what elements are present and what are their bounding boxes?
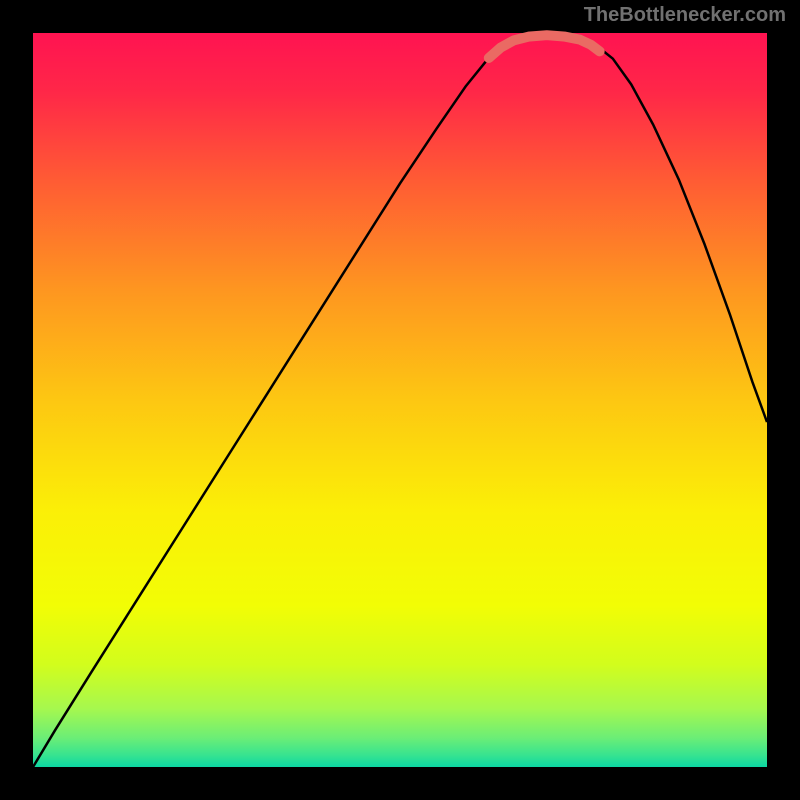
watermark: TheBottlenecker.com <box>584 4 786 27</box>
bottleneck-chart <box>0 0 800 800</box>
chart-background <box>33 33 767 767</box>
